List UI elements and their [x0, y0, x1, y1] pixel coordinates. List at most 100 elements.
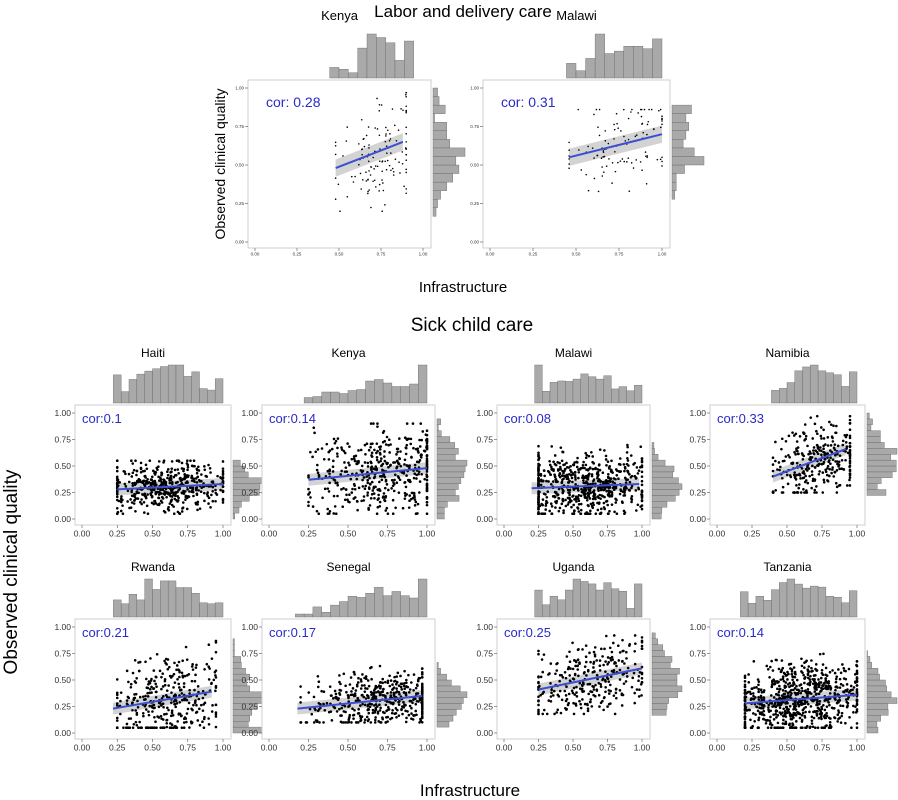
malawi-sick-point [577, 470, 581, 474]
tanzania-sick-point [806, 688, 810, 691]
haiti-sick-point [152, 502, 156, 506]
kenya-sick-point [418, 480, 422, 483]
malawi-labor-x-histogram-bar [566, 63, 577, 79]
senegal-sick-point [381, 677, 385, 681]
tanzania-sick-point [834, 680, 838, 684]
namibia-sick-point [793, 471, 796, 474]
kenya-labor-point [381, 160, 384, 162]
senegal-sick-point [314, 708, 317, 712]
namibia-sick-point [837, 463, 841, 467]
kenya-sick-point [370, 465, 374, 468]
kenya-sick-point [375, 456, 379, 459]
rwanda-sick-point [147, 680, 151, 683]
senegal-sick-point [402, 684, 406, 688]
malawi-sick-x-tick-label: 0.75 [599, 529, 616, 539]
rwanda-sick-point [172, 672, 176, 676]
kenya-sick-point [375, 451, 378, 455]
tanzania-sick-point [837, 668, 840, 671]
rwanda-sick-point [176, 720, 179, 723]
malawi-labor-x-histogram-bar [575, 70, 586, 79]
kenya-sick-point [369, 483, 372, 486]
rwanda-sick-point [208, 667, 211, 670]
rwanda-sick-point [172, 686, 175, 689]
malawi-sick-point [626, 459, 630, 462]
tanzania-sick-point [788, 722, 792, 726]
kenya-labor-point [367, 190, 369, 193]
rwanda-sick-y-histogram-bar [232, 715, 250, 722]
rwanda-sick-point [160, 717, 163, 720]
rwanda-sick-points [115, 639, 218, 729]
senegal-sick-point [386, 679, 390, 683]
haiti-sick-point [195, 493, 199, 497]
kenya-labor-x-histogram-bar [357, 47, 368, 79]
kenya-labor-point [405, 148, 408, 150]
rwanda-sick-point [163, 713, 166, 716]
namibia-sick-x-histogram-bar [825, 372, 834, 404]
tanzania-sick-point [811, 699, 815, 703]
tanzania-sick-point [757, 683, 760, 687]
uganda-sick-point [594, 683, 597, 687]
tanzania-sick-point [841, 684, 845, 687]
haiti-sick-point [187, 495, 191, 498]
uganda-sick-point [578, 662, 581, 666]
malawi-sick-point [615, 512, 619, 515]
rwanda-sick-point [170, 711, 174, 715]
malawi-sick-y-histogram-bar [651, 448, 655, 455]
senegal-sick-cor-label: cor:0.17 [269, 625, 316, 640]
tanzania-sick-point [777, 680, 780, 684]
rwanda-sick-point [186, 707, 190, 711]
malawi-labor-point [623, 135, 625, 138]
rwanda-sick-point [212, 678, 216, 682]
uganda-sick-point [555, 669, 559, 672]
senegal-sick-point [349, 693, 353, 697]
rwanda-sick-point [177, 712, 181, 716]
kenya-sick-panel: 0.000.250.500.751.000.00 0.25 0.50 0.75 1.00… [241, 346, 468, 539]
senegal-sick-point [338, 674, 341, 677]
kenya-sick-point [425, 462, 429, 466]
kenya-sick-point [315, 509, 319, 513]
haiti-sick-point [170, 489, 174, 492]
namibia-sick-point [806, 481, 810, 485]
haiti-sick-point [176, 490, 179, 494]
kenya-sick-point [380, 478, 384, 482]
namibia-sick-point [798, 483, 801, 486]
rwanda-sick-point [129, 717, 133, 720]
malawi-sick-point [542, 469, 546, 472]
kenya-sick-point [343, 451, 347, 455]
uganda-sick-point [578, 681, 582, 685]
haiti-sick-point [221, 467, 225, 470]
haiti-sick-point [124, 485, 128, 488]
namibia-sick-point [822, 447, 825, 450]
kenya-sick-point [366, 465, 370, 468]
kenya-labor-point [378, 190, 380, 192]
rwanda-sick-point [172, 726, 175, 729]
tanzania-sick-point [794, 712, 797, 715]
tanzania-sick-point [769, 726, 773, 729]
kenya-sick-point [425, 470, 429, 473]
tanzania-sick-point [855, 726, 859, 729]
tanzania-sick-point [800, 713, 804, 717]
tanzania-sick-point [823, 708, 827, 712]
tanzania-sick-x-tick-label: 0.00 [709, 743, 726, 753]
uganda-sick-point [618, 689, 622, 692]
rwanda-sick-point [199, 703, 203, 707]
malawi-labor-point [597, 126, 599, 128]
haiti-sick-point [156, 503, 159, 506]
rwanda-sick-point [181, 659, 184, 663]
haiti-sick-y-tick-label: 0.25 [54, 487, 71, 497]
malawi-sick-y-histogram-bar [651, 489, 680, 496]
uganda-sick-point [552, 689, 556, 693]
haiti-sick-point [170, 460, 174, 463]
tanzania-sick-point [812, 679, 816, 683]
namibia-sick-point [780, 447, 783, 451]
tanzania-sick-point [852, 686, 856, 689]
malawi-sick-point [626, 469, 630, 473]
tanzania-sick-point [840, 711, 844, 715]
tanzania-sick-point [791, 726, 794, 729]
uganda-sick-points [537, 634, 644, 716]
uganda-sick-point [581, 648, 584, 651]
namibia-sick-point [848, 459, 852, 463]
tanzania-sick-y-histogram-bar [866, 668, 879, 675]
malawi-sick-point [603, 495, 606, 499]
tanzania-sick-point [790, 668, 794, 671]
